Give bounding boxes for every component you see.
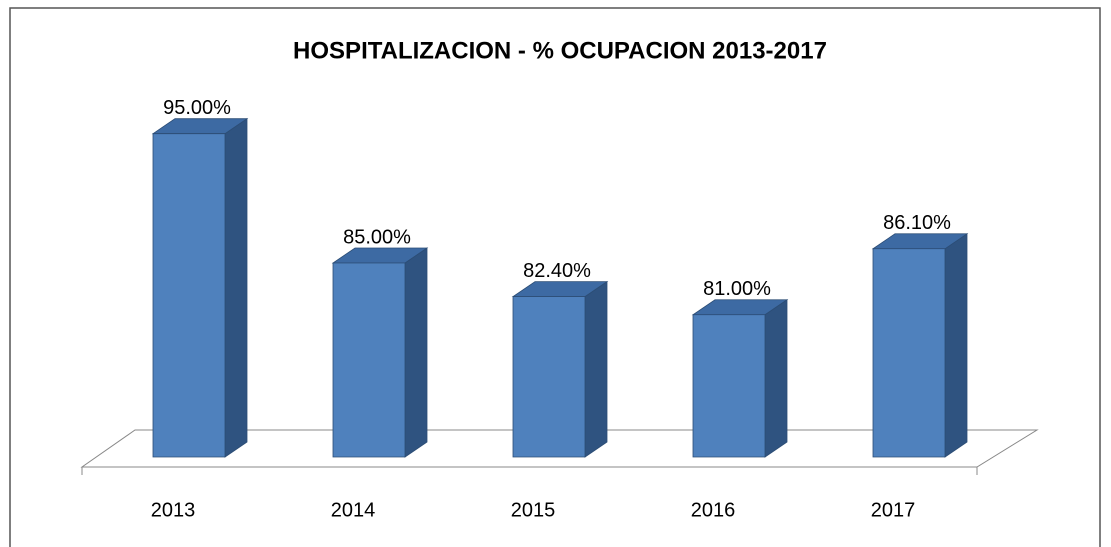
bar-side: [404, 247, 428, 458]
x-tick-label: 2013: [151, 499, 196, 521]
chart-title: HOSPITALIZACION - % OCUPACION 2013-2017: [293, 37, 827, 64]
bar-side: [584, 280, 608, 458]
data-label: 86.10%: [883, 212, 951, 234]
data-label: 81.00%: [703, 278, 771, 300]
bar-front: [332, 262, 406, 458]
x-tick-label: 2014: [331, 499, 376, 521]
bar: [151, 117, 249, 458]
data-label: 85.00%: [343, 226, 411, 248]
x-tick-label: 2016: [691, 499, 736, 521]
bar-front: [152, 133, 226, 458]
x-tick-label: 2017: [871, 499, 916, 521]
bar-front: [692, 314, 766, 458]
x-tick-label: 2015: [511, 499, 556, 521]
bar: [331, 247, 429, 458]
bar-side: [224, 117, 248, 458]
bar: [691, 298, 789, 458]
bar: [511, 280, 609, 458]
bar-side: [764, 298, 788, 458]
bar-front: [512, 296, 586, 458]
bar-front: [872, 248, 946, 458]
bar: [871, 233, 969, 458]
bar-side: [944, 233, 968, 458]
data-label: 95.00%: [163, 97, 231, 119]
data-label: 82.40%: [523, 260, 591, 282]
chart-frame: [9, 7, 1101, 547]
